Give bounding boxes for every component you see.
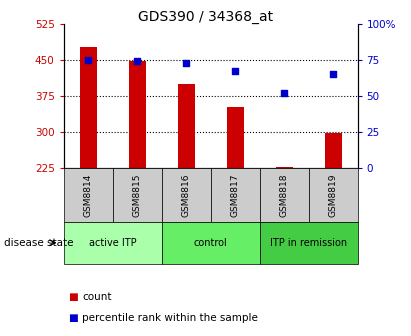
Point bbox=[232, 69, 238, 74]
Bar bbox=[309, 168, 358, 222]
Bar bbox=[162, 222, 260, 264]
Text: GSM8818: GSM8818 bbox=[279, 173, 289, 217]
Bar bbox=[64, 168, 113, 222]
Text: GSM8816: GSM8816 bbox=[182, 173, 191, 217]
Text: GSM8819: GSM8819 bbox=[328, 173, 337, 217]
Text: ITP in remission: ITP in remission bbox=[270, 238, 347, 248]
Text: active ITP: active ITP bbox=[89, 238, 136, 248]
Bar bbox=[129, 60, 146, 168]
Bar bbox=[178, 84, 195, 168]
Bar bbox=[226, 107, 244, 168]
Point bbox=[85, 57, 92, 62]
Text: GDS390 / 34368_at: GDS390 / 34368_at bbox=[138, 10, 273, 24]
Bar bbox=[162, 168, 211, 222]
Point bbox=[281, 90, 287, 95]
Text: GSM8817: GSM8817 bbox=[231, 173, 240, 217]
Point bbox=[183, 60, 189, 65]
Text: disease state: disease state bbox=[4, 238, 74, 248]
Bar bbox=[325, 133, 342, 168]
Bar bbox=[260, 222, 358, 264]
Bar bbox=[275, 167, 293, 168]
Text: ■: ■ bbox=[68, 312, 78, 323]
Point bbox=[134, 58, 141, 64]
Bar bbox=[211, 168, 260, 222]
Text: percentile rank within the sample: percentile rank within the sample bbox=[82, 312, 258, 323]
Text: ■: ■ bbox=[68, 292, 78, 302]
Bar bbox=[113, 168, 162, 222]
Text: GSM8814: GSM8814 bbox=[84, 173, 93, 217]
Point bbox=[330, 71, 336, 77]
Text: count: count bbox=[82, 292, 112, 302]
Bar bbox=[260, 168, 309, 222]
Text: control: control bbox=[194, 238, 228, 248]
Bar bbox=[64, 222, 162, 264]
Bar bbox=[80, 47, 97, 168]
Text: GSM8815: GSM8815 bbox=[133, 173, 142, 217]
